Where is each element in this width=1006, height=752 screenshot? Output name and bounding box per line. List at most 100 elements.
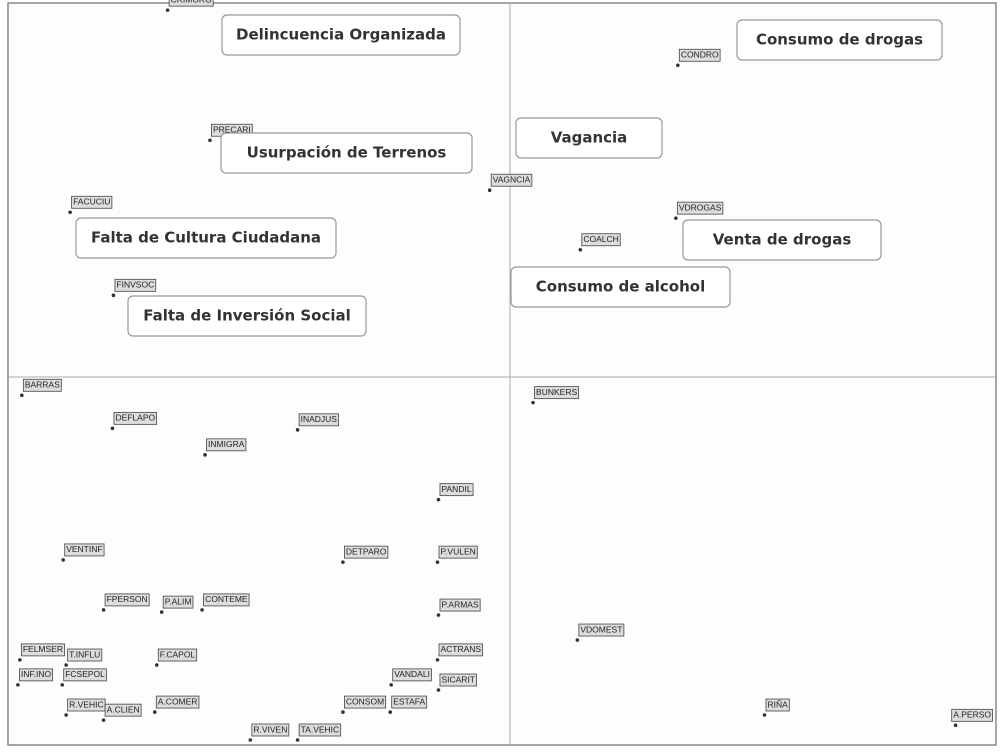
point-label: PANDIL <box>441 484 471 494</box>
label-box <box>298 413 339 427</box>
point-label: F.CAPOL <box>160 649 196 659</box>
point-label: INMIGRA <box>208 439 245 449</box>
label-box <box>438 643 484 657</box>
label-box <box>391 695 428 709</box>
point-label: VENTINF <box>66 544 102 554</box>
point-label: FPERSON <box>107 594 148 604</box>
label-box <box>581 233 621 247</box>
label-box <box>439 673 477 687</box>
point <box>20 393 24 398</box>
callout-text: Delincuencia Organizada <box>236 26 446 44</box>
point <box>165 8 170 12</box>
point-label: FCSEPOL <box>65 669 105 679</box>
label-box <box>765 698 790 712</box>
point <box>676 63 680 68</box>
point <box>154 663 159 667</box>
label-box <box>162 595 194 609</box>
point <box>152 710 157 714</box>
callout-box <box>75 217 337 259</box>
point-label: VDOMEST <box>580 624 622 634</box>
point-label: TA.VEHIC <box>301 724 340 734</box>
point <box>101 608 106 612</box>
point-label: BUNKERS <box>536 387 577 397</box>
callout-text: Falta de Inversión Social <box>143 307 351 325</box>
label-box <box>203 593 250 607</box>
point-label: VANDALI <box>394 669 430 679</box>
point-label: A.PERSO <box>953 710 991 720</box>
point-label: FELMSER <box>23 644 63 654</box>
callout-text: Vagancia <box>551 129 628 147</box>
point <box>208 138 212 143</box>
point <box>159 610 164 614</box>
point <box>388 710 393 714</box>
point <box>203 453 207 457</box>
point <box>64 713 68 717</box>
label-box <box>157 648 198 662</box>
point-label: P.ALIM <box>165 596 192 606</box>
point <box>68 210 72 215</box>
label-box <box>344 695 387 709</box>
callout-text: Falta de Cultura Ciudadana <box>91 229 321 247</box>
point <box>487 188 492 193</box>
plot-frame <box>7 2 997 746</box>
point <box>101 718 106 722</box>
label-box <box>155 695 200 709</box>
label-box <box>439 598 481 612</box>
label-box <box>951 708 993 722</box>
callout-box <box>515 117 663 159</box>
callout-box <box>127 295 367 337</box>
point <box>953 723 958 728</box>
label-box <box>490 173 533 187</box>
label-box <box>114 278 157 292</box>
point-label: CONTEME <box>205 594 248 604</box>
point <box>18 658 22 662</box>
point-label: DETPARO <box>346 546 387 556</box>
point-label: ESTAFA <box>393 696 425 706</box>
point <box>436 497 441 502</box>
point <box>341 560 345 564</box>
point <box>436 688 441 692</box>
point <box>435 560 440 564</box>
point <box>762 713 767 717</box>
label-box <box>22 378 62 392</box>
point-label: BARRAS <box>25 380 60 390</box>
label-box <box>71 195 113 209</box>
point-label: VDROGAS <box>679 202 722 212</box>
label-box <box>678 48 721 62</box>
label-box <box>20 643 65 657</box>
callout-box <box>220 132 473 174</box>
label-box <box>67 648 103 662</box>
point-label: CONSOM <box>346 696 384 706</box>
point <box>578 247 583 252</box>
point <box>61 558 65 562</box>
label-box <box>206 438 247 452</box>
label-box <box>298 723 342 737</box>
point-label: FINVSOC <box>116 280 154 290</box>
point-label: DEFLAPO <box>115 413 155 423</box>
point-label: R.VIVEN <box>253 724 287 734</box>
callout-text: Venta de drogas <box>713 231 852 249</box>
point <box>575 638 580 642</box>
label-box <box>168 0 214 7</box>
point <box>16 683 20 687</box>
label-box <box>676 201 724 215</box>
point <box>111 293 116 298</box>
point <box>248 738 253 742</box>
callout-box <box>510 266 731 308</box>
point-label: CONDRO <box>681 50 719 60</box>
callout-box <box>221 14 461 56</box>
point <box>531 400 535 405</box>
point-label: INADJUS <box>301 414 338 424</box>
callout-text: Consumo de drogas <box>756 31 923 49</box>
point-label: SICARIT <box>441 674 475 684</box>
point-label: A.CLIEN <box>107 704 140 714</box>
point-label: P.ARMAS <box>441 599 478 609</box>
label-box <box>344 545 389 559</box>
point-label: ACTRANS <box>440 644 481 654</box>
callout-text: Usurpación de Terrenos <box>247 144 447 162</box>
point-label: CRIMORG <box>171 0 212 4</box>
point <box>435 658 440 662</box>
label-box <box>392 668 432 682</box>
point-label: RIÑA <box>768 699 789 709</box>
